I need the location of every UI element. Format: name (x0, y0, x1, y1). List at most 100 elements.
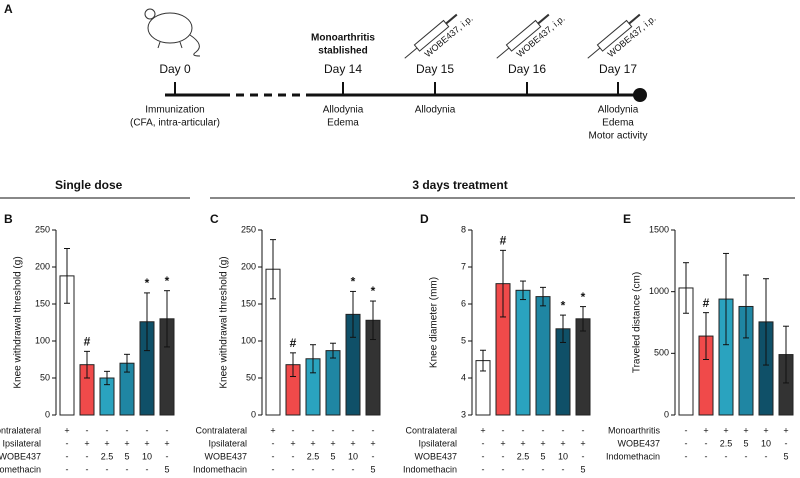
row-cell: - (562, 425, 565, 435)
row-cell: - (292, 451, 295, 461)
syringe-plunger (445, 13, 458, 25)
row-cell: + (520, 438, 525, 448)
row-label: Ipsilateral (2, 438, 41, 448)
row-cell: - (482, 438, 485, 448)
row-label: WOBE437 (0, 451, 41, 461)
bar (325, 350, 341, 416)
significance-mark: # (84, 335, 91, 349)
section-heading: 3 days treatment (412, 178, 507, 192)
row-cell: + (560, 438, 565, 448)
row-cell: - (705, 451, 708, 461)
row-cell: 10 (142, 451, 152, 461)
row-cell: - (685, 438, 688, 448)
row-cell: - (562, 464, 565, 474)
row-cell: - (146, 464, 149, 474)
row-label: Ipsilateral (208, 438, 247, 448)
event-note: Allodynia (323, 105, 364, 116)
row-cell: - (292, 464, 295, 474)
syringe-needle (404, 47, 418, 59)
row-cell: + (540, 438, 545, 448)
row-cell: + (580, 438, 585, 448)
row-cell: - (312, 425, 315, 435)
row-cell: - (372, 425, 375, 435)
significance-mark: # (500, 234, 507, 248)
row-cell: + (480, 425, 485, 435)
significance-mark: # (703, 296, 710, 310)
y-axis-label: Traveled distance (cm) (632, 272, 643, 373)
milestone: stablished (318, 46, 367, 57)
row-cell: - (482, 451, 485, 461)
section-heading: Single dose (55, 178, 123, 192)
panel-label: A (4, 2, 13, 16)
row-cell: - (126, 425, 129, 435)
y-tick-label: 1000 (649, 286, 669, 296)
y-tick-label: 150 (35, 298, 50, 308)
row-cell: - (502, 451, 505, 461)
row-label: WOBE437 (204, 451, 247, 461)
row-cell: 5 (164, 464, 169, 474)
row-cell: + (350, 438, 355, 448)
row-cell: - (582, 425, 585, 435)
bar (515, 289, 531, 416)
row-cell: 5 (370, 464, 375, 474)
row-cell: - (332, 464, 335, 474)
row-cell: - (765, 451, 768, 461)
row-cell: - (502, 464, 505, 474)
row-cell: + (124, 438, 129, 448)
milestone: Monoarthritis (311, 33, 375, 44)
row-cell: 2.5 (307, 451, 320, 461)
row-cell: - (745, 451, 748, 461)
row-cell: + (500, 438, 505, 448)
row-cell: - (272, 451, 275, 461)
y-axis-label: Knee diameter (mm) (429, 277, 440, 368)
row-cell: + (144, 438, 149, 448)
y-tick-label: 6 (461, 298, 466, 308)
row-label: Indomethacin (403, 464, 457, 474)
row-cell: - (166, 425, 169, 435)
row-cell: 10 (348, 451, 358, 461)
row-cell: - (542, 425, 545, 435)
syringe-plunger (537, 13, 550, 25)
row-cell: - (372, 451, 375, 461)
event-note: Allodynia (598, 105, 639, 116)
mouse-icon (144, 8, 201, 57)
row-cell: + (703, 425, 708, 435)
row-label: Contralateral (405, 425, 457, 435)
row-cell: + (164, 438, 169, 448)
y-tick-label: 0 (664, 409, 669, 419)
row-cell: - (66, 464, 69, 474)
syringe-needle (496, 47, 510, 59)
row-cell: + (763, 425, 768, 435)
row-cell: - (785, 438, 788, 448)
significance-mark: * (581, 290, 586, 304)
row-label: Contralateral (0, 425, 41, 435)
y-tick-label: 100 (35, 335, 50, 345)
bar (535, 296, 551, 416)
y-tick-label: 1500 (649, 224, 669, 234)
row-cell: - (292, 425, 295, 435)
row-cell: 5 (743, 438, 748, 448)
event-note: Immunization (145, 105, 204, 116)
timeline-end (633, 88, 647, 102)
row-cell: - (272, 464, 275, 474)
row-label: Contralateral (195, 425, 247, 435)
day-label: Day 17 (599, 62, 637, 76)
y-tick-label: 50 (246, 372, 256, 382)
row-cell: + (783, 425, 788, 435)
row-cell: - (106, 425, 109, 435)
row-cell: - (166, 451, 169, 461)
row-cell: - (86, 425, 89, 435)
syringe: WOBE437, i.p. (587, 13, 658, 59)
day-label: Day 16 (508, 62, 546, 76)
row-cell: - (86, 451, 89, 461)
row-cell: 5 (124, 451, 129, 461)
syringe: WOBE437, i.p. (404, 13, 475, 59)
day-label: Day 0 (159, 62, 191, 76)
y-tick-label: 250 (35, 224, 50, 234)
y-tick-label: 7 (461, 261, 466, 271)
y-tick-label: 5 (461, 335, 466, 345)
row-cell: 10 (761, 438, 771, 448)
row-cell: + (270, 425, 275, 435)
significance-mark: # (290, 336, 297, 350)
